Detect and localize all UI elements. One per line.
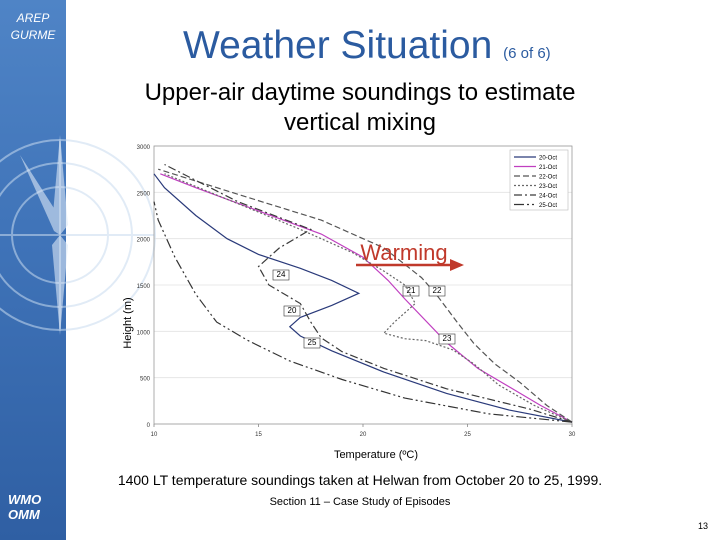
series-tag-label: 22 — [433, 286, 442, 295]
x-axis-label: Temperature (ºC) — [334, 449, 418, 461]
omm-text: OMM — [8, 507, 40, 522]
y-tick-label: 2500 — [137, 191, 151, 197]
x-tick-label: 25 — [464, 432, 471, 438]
series-tag-label: 23 — [443, 334, 452, 343]
y-tick-label: 1000 — [137, 330, 151, 336]
wmo-text: WMO — [8, 492, 42, 507]
brand-arep: AREP — [16, 11, 50, 25]
series-tag-label: 25 — [308, 338, 317, 347]
slide-subtitle: Upper-air daytime soundings to estimate … — [110, 78, 610, 138]
series-tag-box — [402, 285, 420, 297]
title-main: Weather Situation — [183, 24, 493, 67]
wmo-emblem-icon — [0, 135, 156, 335]
series-tag-label: 21 — [407, 286, 416, 295]
series-line-23-oct — [164, 173, 573, 423]
series-tag-label: 20 — [288, 306, 297, 315]
chart-series: 20 21 22 23 24 25 — [153, 163, 573, 423]
sidebar-band: AREP GURME WMO OMM — [0, 0, 156, 540]
y-axis-label: Height (m) — [122, 297, 134, 348]
slide-title: Weather Situation (6 of 6) — [183, 24, 551, 68]
y-tick-label: 1500 — [137, 284, 151, 290]
figure-caption: 1400 LT temperature soundings taken at H… — [117, 472, 603, 488]
wmo-logo: WMO OMM — [8, 492, 41, 522]
series-tag-box — [303, 337, 321, 349]
legend-entry-label: 20-Oct — [539, 156, 557, 162]
y-tick-label: 2000 — [137, 238, 151, 244]
legend-box — [509, 149, 569, 211]
chart-ticks: 0 500 1000 1500 2000 2500 3000 10 15 20 25 30 — [137, 145, 576, 438]
subtitle-line-2: vertical mixing — [283, 109, 437, 136]
x-tick-label: 30 — [569, 432, 576, 438]
warming-arrow-head-icon — [450, 259, 464, 271]
series-tag-box — [283, 305, 301, 317]
series-tag-box — [272, 269, 290, 281]
chart-legend: 20-Oct 21-Oct 22-Oct 23-Oct 24-Oct 25-Oct — [509, 149, 569, 211]
series-tag-box — [438, 333, 456, 345]
series-line-22-oct — [158, 168, 573, 423]
legend-entry-label: 24-Oct — [539, 194, 557, 200]
y-tick-label: 3000 — [137, 145, 151, 151]
legend-entry-label: 25-Oct — [539, 203, 557, 209]
legend-entry-label: 21-Oct — [539, 165, 557, 171]
series-line-25-oct — [153, 201, 573, 423]
title-suffix: (6 of 6) — [503, 45, 551, 62]
brand-gurme: GURME — [10, 28, 56, 42]
series-tag-label: 24 — [277, 270, 286, 279]
series-line-24-oct — [164, 163, 573, 423]
legend-entry-label: 22-Oct — [539, 175, 557, 181]
page-number: 13 — [697, 521, 708, 531]
x-tick-label: 15 — [255, 432, 262, 438]
series-line-20-oct — [153, 173, 573, 423]
warming-annotation: Warming — [360, 240, 447, 265]
subtitle-line-1: Upper-air daytime soundings to estimate — [144, 79, 576, 106]
y-tick-label: 500 — [140, 377, 151, 383]
x-tick-label: 20 — [360, 432, 367, 438]
y-tick-label: 0 — [147, 423, 151, 429]
series-line-21-oct — [160, 173, 573, 423]
section-label: Section 11 – Case Study of Episodes — [269, 496, 451, 508]
legend-entry-label: 23-Oct — [539, 184, 557, 190]
series-tag-box — [428, 285, 446, 297]
x-tick-label: 10 — [151, 432, 158, 438]
